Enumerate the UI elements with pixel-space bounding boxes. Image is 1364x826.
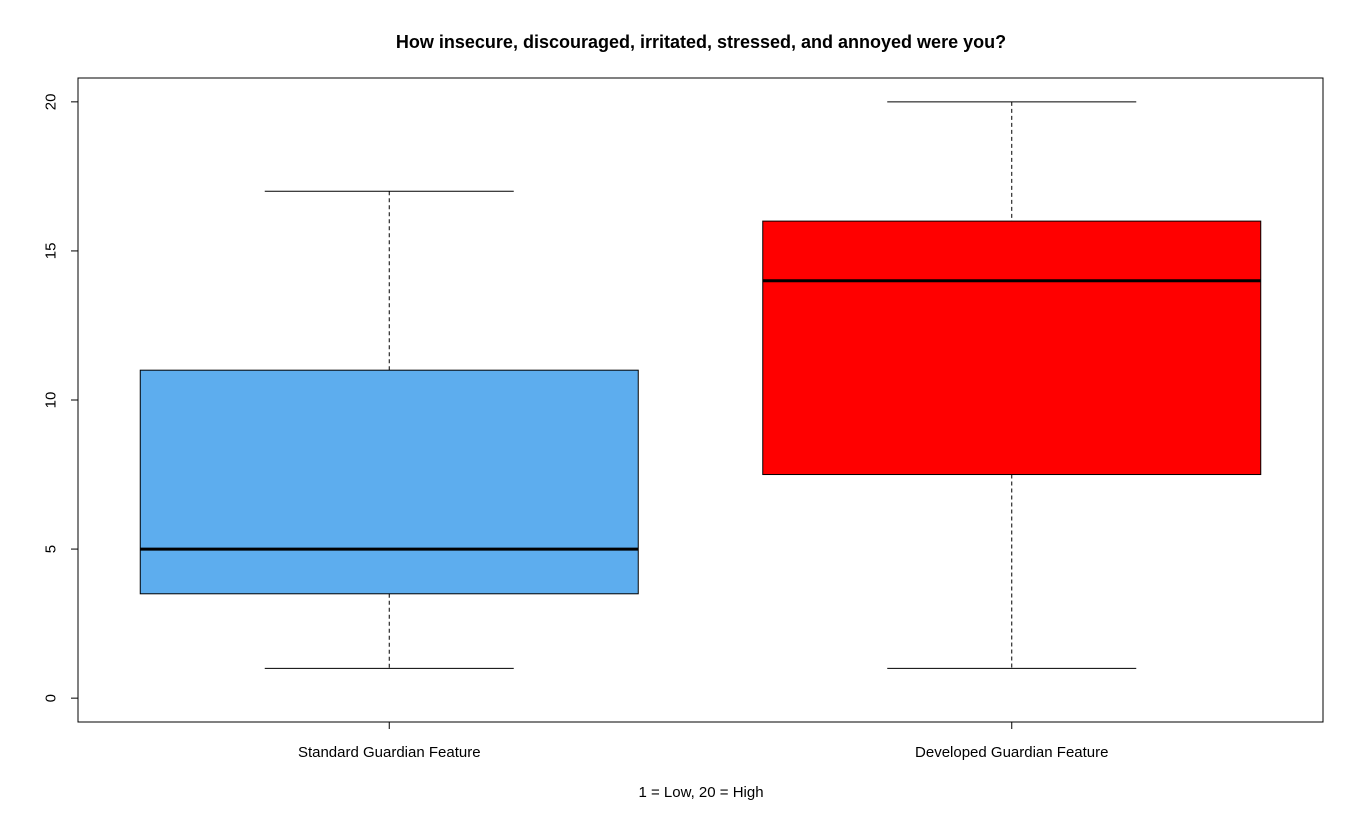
iqr-box [762,220,1262,476]
y-tick-label: 15 [43,243,60,260]
x-tick-label: Standard Guardian Feature [298,744,481,761]
y-tick-label: 10 [43,392,60,409]
plot-area: 0 5 10 15 20 Standard Guardian Feature Develop… [43,77,1324,761]
y-tick-label: 20 [43,94,60,111]
x-tick-label: Developed Guardian Feature [915,744,1108,761]
iqr-box [139,369,639,595]
y-tick-label: 0 [43,694,60,702]
chart-title: How insecure, discouraged, irritated, st… [396,32,1006,52]
y-tick-label: 5 [43,545,60,553]
x-axis-title: 1 = Low, 20 = High [638,784,763,801]
